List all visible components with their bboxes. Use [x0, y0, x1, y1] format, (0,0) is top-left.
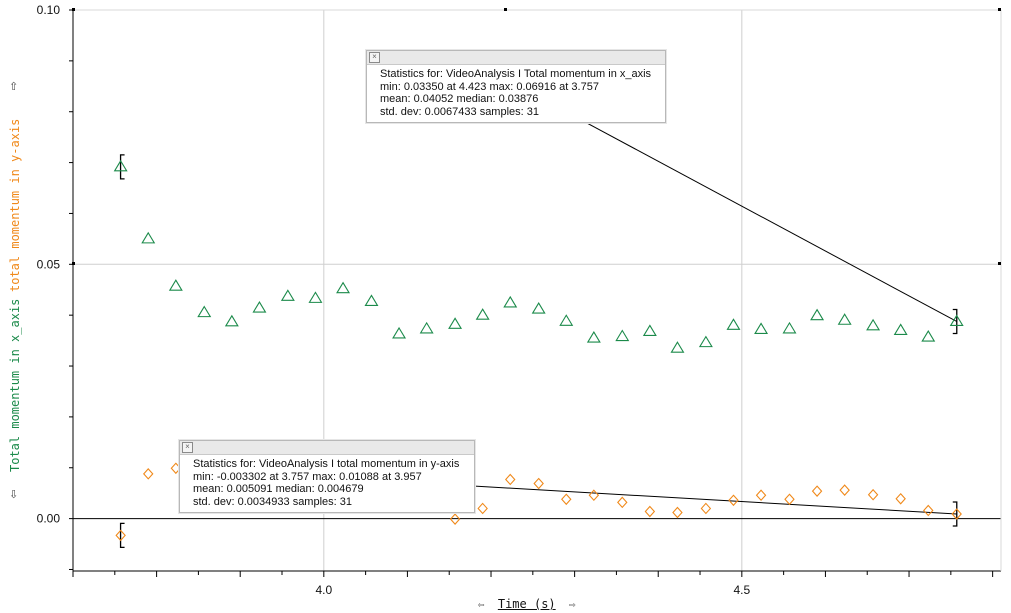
data-point-triangle [364, 294, 379, 306]
stats-box-header[interactable]: × [180, 441, 474, 455]
stats-line: mean: 0.04052 median: 0.03876 [380, 93, 539, 106]
data-point-diamond [923, 504, 934, 517]
stats-box-x-momentum[interactable]: × Statistics for: VideoAnalysis I Total … [366, 50, 666, 124]
stats-box-body: Statistics for: VideoAnalysis I Total mo… [367, 65, 665, 122]
stats-box-y-momentum[interactable]: × Statistics for: VideoAnalysis I total … [179, 440, 475, 514]
data-point-triangle [336, 281, 351, 294]
data-point-triangle [503, 295, 518, 308]
data-point-triangle [392, 326, 407, 339]
annotation-leaders [472, 121, 957, 515]
stats-line: min: 0.03350 at 4.423 max: 0.06916 at 3.… [380, 80, 599, 93]
y-axis-arrow-down-icon[interactable]: ⇩ [9, 488, 19, 501]
data-point-triangle [782, 321, 797, 334]
data-point-triangle [448, 317, 463, 329]
data-point-triangle [754, 322, 769, 334]
data-point-triangle [559, 314, 574, 326]
data-point-diamond [561, 493, 572, 506]
data-point-triangle [893, 323, 908, 335]
data-point-diamond [505, 473, 516, 486]
y-tick-label: 0.10 [37, 3, 61, 17]
annotation-leader-y [472, 485, 957, 515]
data-point-diamond [644, 505, 656, 518]
series-x-momentum [113, 159, 964, 353]
data-point-triangle [670, 341, 685, 353]
data-point-triangle [698, 335, 713, 348]
data-point-diamond [811, 485, 823, 497]
data-point-triangle [866, 318, 881, 331]
data-point-triangle [280, 289, 295, 301]
axes [69, 8, 1002, 577]
y-axis-label-secondary: total momentum in y-axis [8, 118, 22, 292]
data-point-diamond [617, 496, 628, 509]
data-point-triangle [475, 308, 490, 320]
annotation-leader-x [584, 121, 957, 322]
data-point-triangle [531, 301, 546, 314]
data-point-triangle [168, 279, 183, 291]
x-axis-arrow-left-icon[interactable]: ⇦ [478, 598, 485, 611]
data-point-triangle [224, 314, 239, 327]
close-icon[interactable]: × [369, 52, 380, 63]
data-point-triangle [949, 314, 964, 327]
stats-line: min: -0.003302 at 3.757 max: 0.01088 at … [193, 470, 422, 483]
data-point-triangle [586, 330, 601, 343]
data-point-triangle [921, 329, 936, 342]
data-point-diamond [867, 488, 879, 501]
range-bracket-start[interactable] [119, 154, 125, 180]
stats-box-header[interactable]: × [367, 51, 665, 65]
data-point-triangle [141, 231, 156, 244]
x-axis-title-row: ⇦ Time (s) ⇨ [478, 597, 576, 611]
stats-box-body: Statistics for: VideoAnalysis I total mo… [180, 455, 474, 512]
resize-handle[interactable] [998, 262, 1001, 265]
y-axis-label-primary: Total momentum in x_axis [8, 298, 22, 472]
data-point-diamond [784, 493, 795, 506]
data-point-diamond [755, 489, 767, 502]
stats-line: std. dev: 0.0067433 samples: 31 [380, 105, 539, 118]
data-point-diamond [449, 513, 461, 525]
stats-line: std. dev: 0.0034933 samples: 31 [193, 495, 352, 508]
data-point-diamond [700, 502, 712, 515]
data-point-diamond [143, 468, 154, 480]
data-point-diamond [951, 508, 962, 520]
range-bracket-start[interactable] [119, 522, 125, 549]
data-point-diamond [895, 492, 906, 505]
data-point-diamond [728, 494, 739, 507]
stats-line: Statistics for: VideoAnalysis I total mo… [193, 458, 460, 470]
data-point-diamond [588, 489, 600, 502]
x-axis-arrow-right-icon[interactable]: ⇨ [568, 598, 576, 611]
resize-handle[interactable] [72, 8, 75, 11]
data-point-triangle [642, 324, 657, 336]
data-point-diamond [839, 484, 850, 496]
data-point-diamond [115, 529, 126, 542]
data-point-triangle [726, 318, 741, 330]
data-point-triangle [615, 329, 630, 342]
resize-handle[interactable] [504, 8, 507, 11]
resize-handle[interactable] [72, 262, 75, 265]
range-bracket-end[interactable] [952, 501, 958, 527]
data-point-triangle [113, 159, 128, 172]
tick-labels: 4.0 4.5 0.10 0.05 0.00 [37, 3, 751, 597]
close-icon[interactable]: × [182, 442, 193, 453]
stats-line: Statistics for: VideoAnalysis I Total mo… [380, 68, 652, 80]
data-point-triangle [308, 291, 323, 303]
data-point-diamond [672, 506, 683, 519]
range-brackets[interactable] [119, 154, 958, 549]
resize-handle[interactable] [998, 8, 1001, 11]
data-point-triangle [837, 313, 852, 325]
data-point-triangle [810, 308, 825, 321]
stats-line: mean: 0.005091 median: 0.004679 [193, 483, 364, 496]
data-point-triangle [252, 300, 267, 313]
range-bracket-end[interactable] [952, 308, 958, 335]
data-point-diamond [533, 477, 544, 490]
x-axis-label[interactable]: Time (s) [497, 597, 556, 611]
y-tick-label: 0.05 [37, 257, 61, 271]
x-tick-label: 4.0 [315, 583, 332, 597]
x-tick-label: 4.5 [733, 583, 750, 597]
data-point-diamond [477, 502, 488, 515]
y-tick-label: 0.00 [37, 512, 61, 526]
data-point-diamond [170, 462, 182, 475]
data-point-triangle [197, 305, 212, 318]
y-axis-arrow-up-icon[interactable]: ⇧ [9, 80, 19, 93]
data-point-triangle [419, 321, 434, 334]
